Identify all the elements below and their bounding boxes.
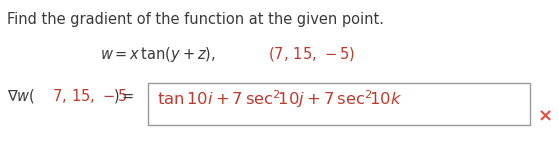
Text: ×: × (538, 107, 553, 125)
Text: $7,\,15,\,-5$: $7,\,15,\,-5$ (52, 87, 127, 105)
Text: $) =$: $) =$ (113, 87, 134, 105)
Text: $(7,\,15,\,-5)$: $(7,\,15,\,-5)$ (268, 45, 355, 63)
FancyBboxPatch shape (148, 83, 530, 125)
Text: Find the gradient of the function at the given point.: Find the gradient of the function at the… (7, 12, 384, 27)
Text: $\tan 10i + 7\,\mathrm{sec}^{2}\!10j + 7\,\mathrm{sec}^{2}\!10k$: $\tan 10i + 7\,\mathrm{sec}^{2}\!10j + 7… (157, 88, 402, 110)
Text: $w = x\,\tan(y + z),$: $w = x\,\tan(y + z),$ (100, 45, 216, 64)
Text: $\nabla w($: $\nabla w($ (7, 87, 35, 105)
